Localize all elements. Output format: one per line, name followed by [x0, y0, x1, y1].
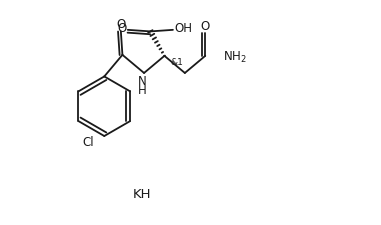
- Text: O: O: [117, 22, 126, 35]
- Text: Cl: Cl: [83, 136, 94, 149]
- Text: N: N: [138, 75, 147, 88]
- Text: OH: OH: [174, 22, 192, 35]
- Text: &1: &1: [170, 58, 183, 67]
- Text: O: O: [201, 20, 210, 33]
- Text: H: H: [138, 84, 147, 97]
- Text: KH: KH: [133, 187, 151, 200]
- Text: NH$_2$: NH$_2$: [223, 50, 247, 65]
- Text: O: O: [116, 18, 125, 31]
